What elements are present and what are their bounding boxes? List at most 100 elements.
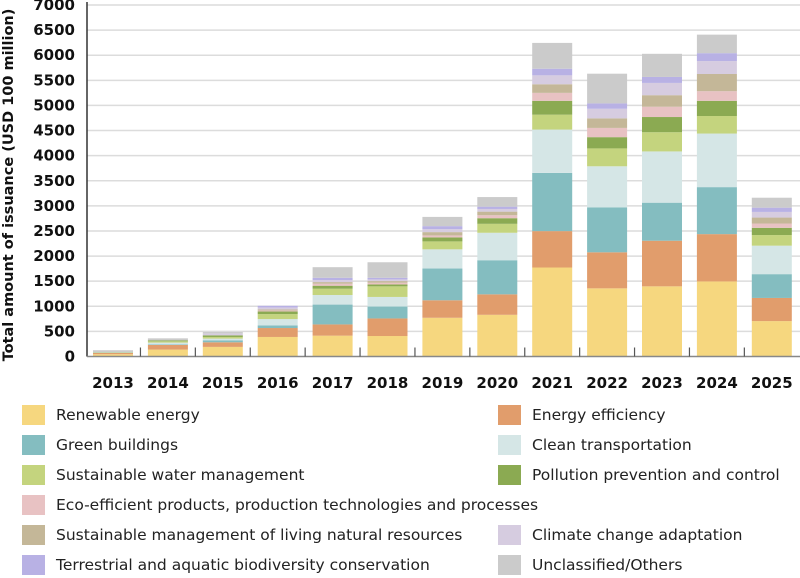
bar-segment-2017-6 (312, 283, 353, 286)
bar-segment-2024-4 (696, 116, 737, 134)
bar-segment-2023-7 (642, 95, 682, 107)
bar-segment-2024-9 (696, 53, 737, 62)
y-tick-label: 6000 (33, 46, 75, 64)
bar-segment-2021-3 (532, 129, 573, 173)
legend-item: Pollution prevention and control (498, 463, 780, 487)
bar-segment-2024-6 (696, 91, 737, 101)
bar-segment-2016-5 (257, 311, 298, 315)
x-tick-label: 2022 (586, 374, 628, 392)
bar-segment-2024-3 (696, 133, 737, 188)
bar-segment-2017-4 (312, 288, 353, 295)
bar-segment-2025-8 (751, 211, 792, 218)
legend-swatch (22, 495, 45, 515)
bar-segment-2015-10 (202, 331, 243, 334)
bar-segment-2021-1 (532, 231, 573, 268)
bar-segment-2017-1 (312, 324, 353, 336)
legend-label: Pollution prevention and control (532, 466, 780, 484)
y-axis-label: Total amount of issuance (USD 100 millio… (1, 9, 17, 362)
bar-segment-2025-2 (751, 274, 792, 298)
legend-swatch (498, 405, 521, 425)
legend-label: Clean transportation (532, 436, 692, 454)
legend-label: Renewable energy (56, 406, 200, 424)
legend-label: Terrestrial and aquatic biodiversity con… (56, 556, 430, 574)
bar-segment-2014-1 (147, 344, 188, 350)
bar-segment-2018-7 (367, 281, 408, 283)
bar-segment-2020-2 (477, 260, 518, 295)
legend-label: Sustainable management of living natural… (56, 526, 463, 544)
bars (93, 34, 792, 357)
bar-segment-2022-0 (587, 288, 628, 357)
bar-segment-2021-9 (532, 68, 573, 76)
y-tick-label: 0 (65, 348, 75, 366)
bar-segment-2023-3 (642, 151, 682, 203)
bar-segment-2020-3 (477, 232, 518, 261)
bar-segment-2020-5 (477, 218, 518, 224)
legend-item: Energy efficiency (498, 403, 666, 427)
bar-segment-2022-5 (587, 137, 628, 149)
bar-segment-2015-2 (202, 340, 243, 343)
bar-segment-2014-10 (147, 338, 188, 341)
bar-segment-2014-5 (147, 340, 188, 342)
bar-segment-2020-8 (477, 208, 518, 212)
legend-item: Terrestrial and aquatic biodiversity con… (22, 553, 430, 577)
bar-segment-2024-7 (696, 73, 737, 92)
legend-swatch (22, 525, 45, 545)
y-tick-label: 2500 (33, 222, 75, 240)
legend-label: Sustainable water management (56, 466, 305, 484)
bar-segment-2020-9 (477, 206, 518, 209)
bar-segment-2023-2 (642, 202, 682, 241)
bar-segment-2019-1 (422, 300, 463, 318)
bar-segment-2025-9 (751, 207, 792, 212)
bar-segment-2022-1 (587, 252, 628, 289)
bar-segment-2025-10 (751, 197, 792, 208)
legend-label: Green buildings (56, 436, 179, 454)
bar-segment-2020-6 (477, 215, 518, 219)
y-tick-label: 5500 (33, 71, 75, 89)
bar-segment-2019-2 (422, 268, 463, 301)
bar-segment-2023-9 (642, 76, 682, 83)
bar-segment-2025-1 (751, 297, 792, 322)
bar-segment-2023-1 (642, 240, 682, 287)
legend-swatch (22, 435, 45, 455)
x-tick-label: 2015 (202, 374, 244, 392)
bar-segment-2021-5 (532, 100, 573, 115)
bar-segment-2023-10 (642, 53, 682, 77)
x-tick-label: 2017 (312, 374, 354, 392)
bar-segment-2022-10 (587, 73, 628, 104)
bar-segment-2018-9 (367, 277, 408, 280)
legend-swatch (498, 525, 521, 545)
bar-segment-2016-1 (257, 328, 298, 337)
x-tick-label: 2016 (257, 374, 299, 392)
legend-label: Climate change adaptation (532, 526, 743, 544)
bar-segment-2019-7 (422, 232, 463, 236)
bar-segment-2025-4 (751, 235, 792, 246)
bar-segment-2017-7 (312, 282, 353, 284)
bar-segment-2019-10 (422, 216, 463, 227)
bar-segment-2021-0 (532, 267, 573, 357)
bar-segment-2014-4 (147, 341, 188, 343)
bar-segment-2024-1 (696, 234, 737, 282)
bar-segment-2018-2 (367, 306, 408, 319)
y-tick-label: 7000 (33, 0, 75, 14)
bar-segment-2024-2 (696, 187, 737, 235)
bar-segment-2024-10 (696, 34, 737, 54)
y-tick-label: 5000 (33, 96, 75, 114)
bar-segment-2021-7 (532, 84, 573, 93)
y-tick-label: 500 (44, 322, 75, 340)
bar-segment-2017-3 (312, 294, 353, 305)
bar-segment-2022-2 (587, 207, 628, 253)
y-tick-label: 1000 (33, 297, 75, 315)
bar-segment-2021-2 (532, 172, 573, 232)
bar-segment-2019-5 (422, 237, 463, 242)
bar-segment-2019-8 (422, 229, 463, 233)
bar-segment-2023-8 (642, 82, 682, 96)
bar-segment-2018-5 (367, 284, 408, 287)
legend-swatch (498, 465, 521, 485)
legend-swatch (498, 555, 521, 575)
bar-segment-2017-10 (312, 267, 353, 278)
bar-segment-2016-4 (257, 314, 298, 320)
legend-item: Unclassified/Others (498, 553, 682, 577)
bar-segment-2025-7 (751, 217, 792, 224)
bar-segment-2018-0 (367, 336, 408, 357)
bar-segment-2017-8 (312, 280, 353, 283)
